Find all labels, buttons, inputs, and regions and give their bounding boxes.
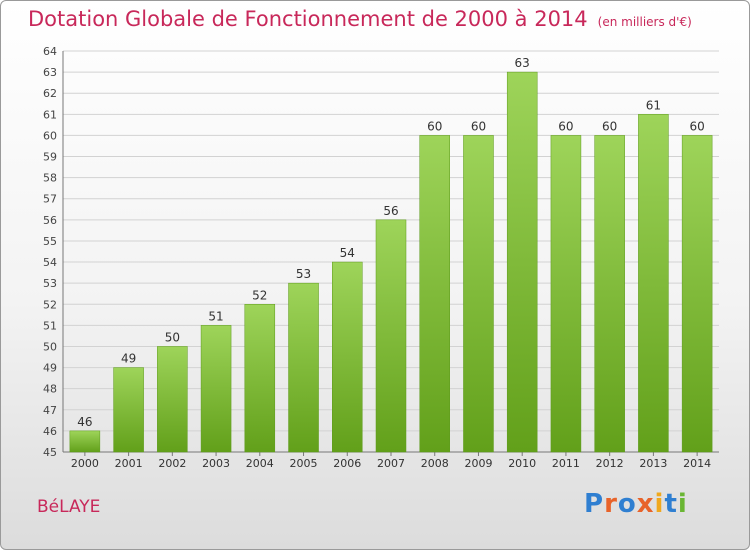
bar-value-label: 52 [252, 288, 267, 302]
title-text: Dotation Globale de Fonctionnement de 20… [28, 7, 588, 31]
bar-value-label: 56 [383, 204, 398, 218]
bar [550, 135, 582, 453]
x-tick-label: 2006 [333, 457, 361, 470]
y-tick-label: 59 [43, 151, 57, 164]
y-tick-label: 49 [43, 362, 57, 375]
bar [332, 261, 363, 453]
bar [113, 367, 144, 453]
bar-value-label: 51 [208, 309, 223, 323]
commune-name: BéLAYE [37, 497, 101, 517]
proxiti-logo: Proxiti [584, 489, 688, 519]
chart-title: Dotation Globale de Fonctionnement de 20… [28, 7, 692, 31]
bars [69, 71, 713, 453]
y-tick-label: 47 [43, 404, 57, 417]
y-tick-label: 53 [43, 277, 57, 290]
y-tick-label: 48 [43, 383, 57, 396]
labels: 45 46 47 48 49 50 51 52 53 54 55 56 57 58 59 60 61 62 63 64… [43, 45, 711, 470]
bar [594, 135, 625, 453]
y-tick-label: 64 [43, 45, 57, 58]
bar-value-label: 54 [340, 246, 355, 260]
bar [506, 71, 538, 453]
x-tick-label: 2001 [115, 457, 143, 470]
x-tick-label: 2008 [421, 457, 449, 470]
x-tick-label: 2011 [552, 457, 580, 470]
bar [638, 114, 669, 453]
bar [200, 325, 232, 453]
logo-letter: t [664, 489, 678, 519]
bar [463, 135, 494, 453]
x-tick-label: 2014 [683, 457, 711, 470]
bar-value-label: 63 [515, 56, 530, 70]
unit-label: (en milliers d'€) [597, 15, 692, 29]
logo-letter: i [654, 489, 665, 519]
bar [69, 430, 101, 453]
bar [157, 346, 188, 453]
x-tick-label: 2002 [158, 457, 186, 470]
logo-letter: P [584, 489, 605, 519]
logo-letter: x [636, 489, 655, 519]
y-tick-label: 60 [43, 129, 57, 142]
x-tick-label: 2000 [71, 457, 99, 470]
bar-value-label: 60 [602, 119, 617, 133]
x-tick-label: 2012 [596, 457, 624, 470]
bar [288, 282, 319, 453]
x-tick-label: 2003 [202, 457, 230, 470]
bar-value-label: 49 [121, 352, 136, 366]
y-tick-label: 56 [43, 214, 57, 227]
bar-value-label: 53 [296, 267, 311, 281]
bar [244, 304, 276, 453]
bar-value-label: 60 [558, 119, 573, 133]
bar-value-label: 60 [471, 119, 486, 133]
logo-letter: r [604, 489, 618, 519]
y-tick-label: 52 [43, 298, 57, 311]
bar-value-label: 46 [77, 415, 92, 429]
bar-value-label: 60 [689, 119, 704, 133]
logo-letter: i [677, 489, 688, 519]
y-tick-label: 57 [43, 193, 57, 206]
y-tick-label: 61 [43, 108, 57, 121]
bar-value-label: 60 [427, 119, 442, 133]
x-tick-label: 2009 [464, 457, 492, 470]
bar [681, 135, 713, 453]
y-tick-label: 51 [43, 319, 57, 332]
x-tick-label: 2005 [290, 457, 318, 470]
y-tick-label: 46 [43, 425, 57, 438]
bar [419, 135, 450, 453]
bar-value-label: 61 [646, 98, 661, 112]
y-tick-label: 63 [43, 66, 57, 79]
y-tick-label: 45 [43, 446, 57, 459]
y-tick-label: 62 [43, 87, 57, 100]
bar-value-label: 50 [165, 330, 180, 344]
bar [375, 219, 407, 453]
y-tick-label: 55 [43, 235, 57, 248]
x-tick-label: 2007 [377, 457, 405, 470]
x-tick-label: 2013 [639, 457, 667, 470]
logo-letter: o [617, 489, 637, 519]
x-tick-label: 2010 [508, 457, 536, 470]
y-tick-label: 58 [43, 172, 57, 185]
x-tick-label: 2004 [246, 457, 274, 470]
y-tick-label: 50 [43, 340, 57, 353]
y-tick-label: 54 [43, 256, 57, 269]
